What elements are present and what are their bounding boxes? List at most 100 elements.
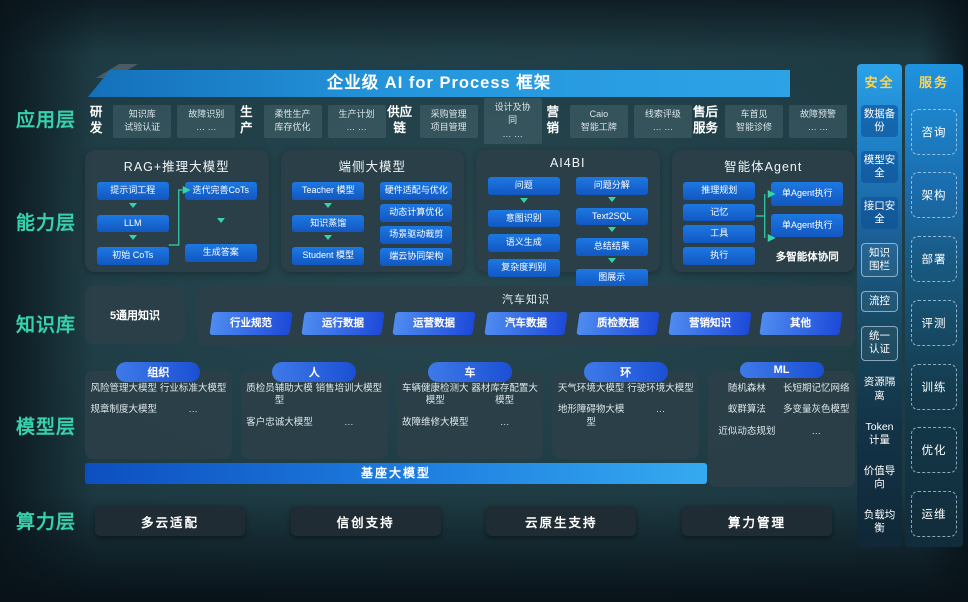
model-item: 地形障碍物大模型 [557, 404, 625, 428]
flow-box: 生成答案 [184, 244, 257, 262]
flow-box: Teacher 模型 [292, 182, 365, 200]
app-box: 采购管理 项目管理 [419, 104, 478, 138]
knowledge-pill-label: 运行数据 [321, 317, 364, 329]
knowledge-auto-panel: 汽车知识 行业规范 运行数据 运营数据 汽车数据 质检数据 营销知识 其他 [197, 286, 855, 346]
service-box: 训练 [911, 363, 957, 410]
layer-label-application: 应用层 [16, 110, 77, 131]
knowledge-pill-label: 质检数据 [596, 317, 639, 329]
flow-box: Student 模型 [292, 247, 365, 266]
framework-title-banner: 企业级 AI for Process 框架 [88, 70, 790, 97]
model-group-pill: 车 [427, 362, 512, 382]
service-box: 架构 [911, 172, 957, 219]
model-group-pill: 人 [272, 362, 357, 382]
compute-box: 信创支持 [290, 506, 441, 536]
flow-box: 问题 [487, 177, 560, 195]
model-item: 行业标准大模型 [159, 383, 227, 394]
flow-box: 硬件适配与优化 [380, 182, 453, 200]
app-group-label: 供应链 [387, 105, 413, 135]
app-group-aftersales: 售后服务 车首见 智能诊修 故障预警 … … [692, 104, 848, 138]
flow-box: 提示词工程 [96, 182, 169, 200]
panel-content: 问题 意图识别 语义生成 复杂度判别 问题分解 Text2SQL 总结结果 图展… [476, 177, 660, 287]
app-group-rd: 研发 知识库 试验认证 故障识别 … … [85, 104, 236, 138]
model-item: 器材库存配置大模型 [471, 383, 538, 407]
app-box: 线索评级 … … [633, 104, 692, 138]
model-group-people: 人 质检员辅助大模型 销售培训大模型 客户忠诚大模型 … [240, 362, 388, 459]
services-header: 服务 [918, 75, 949, 90]
model-item: … [499, 416, 510, 428]
layer-label-compute: 算力层 [16, 512, 77, 533]
model-item-grid: 随机森林 长短期记忆网络 蚁群算法 多变量灰色模型 近似动态规划 … [712, 383, 851, 438]
security-item: 资源隔离 [863, 376, 896, 402]
arrow-down-icon [324, 202, 333, 212]
flow-box: 总结结果 [575, 238, 648, 257]
panel-ai4bi: AI4BI 问题 意图识别 语义生成 复杂度判别 问题分解 Text2SQL 总… [476, 150, 660, 287]
flow-box: 知识蒸馏 [292, 214, 365, 233]
model-layer-row: 组织 风险管理大模型 行业标准大模型 规章制度大模型 … 人 质检员辅助大模型 … [85, 362, 855, 487]
app-box: 故障识别 … … [177, 104, 236, 138]
arrow-down-icon [324, 235, 333, 244]
model-item: 销售培训大模型 [315, 383, 383, 394]
panel-content: Teacher 模型 知识蒸馏 Student 模型 硬件适配与优化 动态计算优… [281, 182, 465, 266]
multi-agent-caption: 多智能体协同 [775, 251, 839, 264]
capability-layer-row: RAG+推理大模型 提示词工程 LLM 初始 CoTs 迭代完善CoTs 生成答… [85, 150, 856, 287]
flow-box: 图展示 [575, 269, 648, 287]
app-box: Caio 智能工牌 [569, 104, 628, 138]
layer-label-knowledge: 知识库 [16, 315, 77, 336]
knowledge-pill-row: 行业规范 运行数据 运营数据 汽车数据 质检数据 营销知识 其他 [205, 312, 847, 335]
security-item: 数据备份 [861, 104, 898, 138]
flow-box: 工具 [683, 225, 756, 244]
service-box: 部署 [911, 236, 957, 283]
app-box: 设计及协同 … … [483, 97, 542, 145]
security-column: 安全 数据备份 模型安全 接口安全 知识围栏 流控 统一认证 资源隔离 Toke… [857, 64, 902, 547]
arrow-down-icon [607, 227, 616, 236]
security-item: Token计量 [865, 420, 894, 446]
base-model-bar: 基座大模型 [85, 463, 707, 484]
model-item: … [811, 425, 822, 437]
flow-box: 问题分解 [575, 177, 648, 195]
model-item: 规章制度大模型 [90, 404, 157, 416]
arrow-down-icon [216, 217, 225, 227]
model-item: 近似动态规划 [718, 425, 776, 437]
knowledge-pill: 运营数据 [392, 312, 476, 335]
model-item: … [344, 416, 354, 428]
knowledge-pill: 其他 [759, 312, 843, 335]
knowledge-pill: 行业规范 [209, 312, 293, 335]
arrow-down-icon [607, 258, 616, 267]
compute-layer-row: 多云适配 信创支持 云原生支持 算力管理 [95, 506, 832, 536]
flow-box: 意图识别 [487, 209, 560, 228]
panel-content: 推理规划 记忆 工具 执行 单Agent执行 单Agent执行 多智能体协同 [672, 182, 856, 265]
list-column: 硬件适配与优化 动态计算优化 场景驱动裁剪 端云协同架构 [380, 182, 453, 266]
app-group-label: 研发 [89, 105, 103, 135]
model-item: 天气环境大模型 [557, 383, 625, 394]
security-item: 接口安全 [861, 197, 898, 230]
panel-content: 提示词工程 LLM 初始 CoTs 迭代完善CoTs 生成答案 [85, 182, 269, 266]
model-item: 长短期记忆网络 [783, 383, 850, 394]
app-box: 车首见 智能诊修 [725, 104, 784, 138]
security-item: 负载均衡 [863, 508, 896, 534]
model-item-grid: 天气环境大模型 行驶环境大模型 地形障碍物大模型 … [556, 383, 695, 429]
model-item-grid: 风险管理大模型 行业标准大模型 规章制度大模型 … [89, 383, 228, 417]
flow-box: 执行 [683, 247, 756, 265]
panel-rag-reasoning: RAG+推理大模型 提示词工程 LLM 初始 CoTs 迭代完善CoTs 生成答… [85, 150, 269, 272]
flow-column: 迭代完善CoTs 生成答案 [184, 182, 257, 262]
model-group-ml: ML 随机森林 长短期记忆网络 蚁群算法 多变量灰色模型 近似动态规划 … [708, 362, 855, 487]
panel-title: AI4BI [549, 156, 586, 170]
flow-box: 复杂度判别 [487, 259, 560, 277]
model-item: 行驶环境大模型 [627, 383, 694, 394]
service-box: 运维 [911, 490, 957, 537]
knowledge-general-panel: 5通用知识 [85, 286, 185, 344]
compute-box: 算力管理 [681, 506, 832, 536]
knowledge-layer-row: 5通用知识 汽车知识 行业规范 运行数据 运营数据 汽车数据 质检数据 营销知识… [85, 286, 855, 346]
arrow-down-icon [128, 202, 137, 212]
knowledge-pill: 汽车数据 [484, 312, 568, 335]
panel-title: 端侧大模型 [338, 160, 406, 174]
flow-box: 单Agent执行 [771, 213, 844, 238]
flow-box: 记忆 [683, 203, 756, 222]
model-item: 风险管理大模型 [90, 383, 157, 394]
knowledge-auto-title: 汽车知识 [502, 294, 550, 306]
compute-box: 多云适配 [95, 506, 245, 536]
services-column: 服务 咨询 架构 部署 评测 训练 优化 运维 [905, 64, 963, 547]
model-item: … [188, 404, 198, 416]
security-item: 知识围栏 [861, 243, 898, 278]
panel-agent: 智能体Agent 推理规划 记忆 工具 执行 单Agent执行 单Agent执行… [671, 150, 856, 272]
